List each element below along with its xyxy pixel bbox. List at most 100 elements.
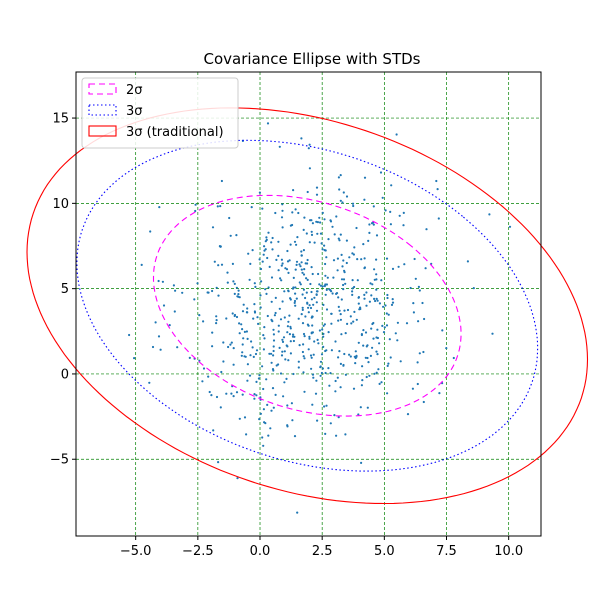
scatter-point xyxy=(335,292,338,295)
scatter-point xyxy=(335,215,338,218)
scatter-point xyxy=(275,258,278,261)
scatter-point xyxy=(288,333,291,336)
scatter-point xyxy=(274,211,277,215)
scatter-point xyxy=(311,403,314,406)
scatter-point xyxy=(354,350,357,353)
scatter-point xyxy=(324,249,327,252)
scatter-point xyxy=(441,329,444,332)
scatter-point xyxy=(424,267,427,270)
scatter-point xyxy=(303,390,306,393)
scatter-point xyxy=(435,179,438,183)
scatter-point xyxy=(306,301,309,304)
scatter-point xyxy=(237,289,240,292)
scatter-point xyxy=(293,435,297,438)
scatter-point xyxy=(243,330,246,333)
plot-frame xyxy=(75,71,542,537)
scatter-point xyxy=(319,360,323,363)
scatter-point xyxy=(340,278,344,281)
scatter-point xyxy=(402,211,405,214)
scatter-point xyxy=(375,288,378,291)
scatter-point xyxy=(291,419,294,422)
scatter-point xyxy=(306,190,309,194)
scatter-point xyxy=(355,226,358,230)
scatter-point xyxy=(322,335,325,338)
scatter-point xyxy=(238,417,241,420)
scatter-point xyxy=(320,242,323,245)
scatter-point xyxy=(383,326,386,329)
scatter-point xyxy=(257,377,260,380)
scatter-point xyxy=(362,344,365,347)
scatter-point xyxy=(324,293,327,296)
scatter-point xyxy=(311,373,315,376)
scatter-point xyxy=(318,283,321,286)
scatter-point xyxy=(222,360,225,363)
scatter-point xyxy=(411,387,414,390)
scatter-point xyxy=(309,354,313,357)
scatter-point xyxy=(272,345,275,348)
scatter-point xyxy=(395,133,398,136)
scatter-point xyxy=(384,304,387,307)
scatter-point xyxy=(157,279,160,283)
scatter-point xyxy=(259,412,262,415)
scatter-point xyxy=(294,286,297,289)
legend-box xyxy=(81,77,239,149)
scatter-point xyxy=(338,350,341,353)
scatter-point xyxy=(313,241,316,244)
scatter-point xyxy=(157,335,161,338)
scatter-point xyxy=(414,277,417,280)
scatter-point xyxy=(307,348,310,351)
scatter-point xyxy=(362,329,365,332)
scatter-point xyxy=(270,276,274,279)
scatter-point xyxy=(217,294,220,297)
scatter-point xyxy=(342,191,345,194)
scatter-point xyxy=(241,393,244,396)
scatter-point xyxy=(321,248,324,251)
scatter-point xyxy=(372,223,375,226)
scatter-point xyxy=(262,408,265,411)
scatter-point xyxy=(286,404,289,407)
scatter-point xyxy=(251,346,254,349)
scatter-point xyxy=(341,265,344,268)
scatter-point xyxy=(329,422,332,425)
scatter-point xyxy=(373,268,376,271)
scatter-point xyxy=(272,333,275,336)
scatter-point xyxy=(232,347,235,350)
scatter-point xyxy=(258,258,261,261)
scatter-point xyxy=(384,209,387,212)
scatter-point xyxy=(227,345,230,349)
scatter-point xyxy=(330,312,333,315)
scatter-point xyxy=(193,298,196,301)
scatter-point xyxy=(307,306,310,309)
scatter-point xyxy=(389,210,392,213)
scatter-point xyxy=(364,356,367,359)
scatter-point xyxy=(281,262,284,265)
scatter-point xyxy=(315,220,318,223)
scatter-point xyxy=(240,354,243,357)
scatter-point xyxy=(249,354,252,357)
scatter-point xyxy=(342,259,345,262)
scatter-point xyxy=(285,377,288,380)
scatter-point xyxy=(382,331,386,334)
scatter-point xyxy=(278,145,281,148)
scatter-point xyxy=(418,289,421,292)
scatter-point xyxy=(235,315,239,319)
scatter-point xyxy=(270,409,273,412)
scatter-point xyxy=(294,268,297,271)
scatter-point xyxy=(219,245,222,248)
scatter-point xyxy=(386,296,389,300)
scatter-point xyxy=(300,313,303,316)
scatter-point xyxy=(271,236,274,240)
scatter-point xyxy=(376,328,379,331)
scatter-point xyxy=(377,368,380,371)
scatter-point xyxy=(302,228,305,231)
scatter-point xyxy=(215,286,218,289)
scatter-point xyxy=(417,285,420,288)
y-tick-label: 5 xyxy=(61,282,69,297)
scatter-point xyxy=(148,381,151,384)
scatter-point xyxy=(310,290,313,294)
scatter-point xyxy=(310,367,313,370)
scatter-point xyxy=(356,258,359,261)
scatter-point xyxy=(287,271,290,274)
legend-label: 2σ xyxy=(126,83,143,98)
scatter-point xyxy=(330,349,333,352)
